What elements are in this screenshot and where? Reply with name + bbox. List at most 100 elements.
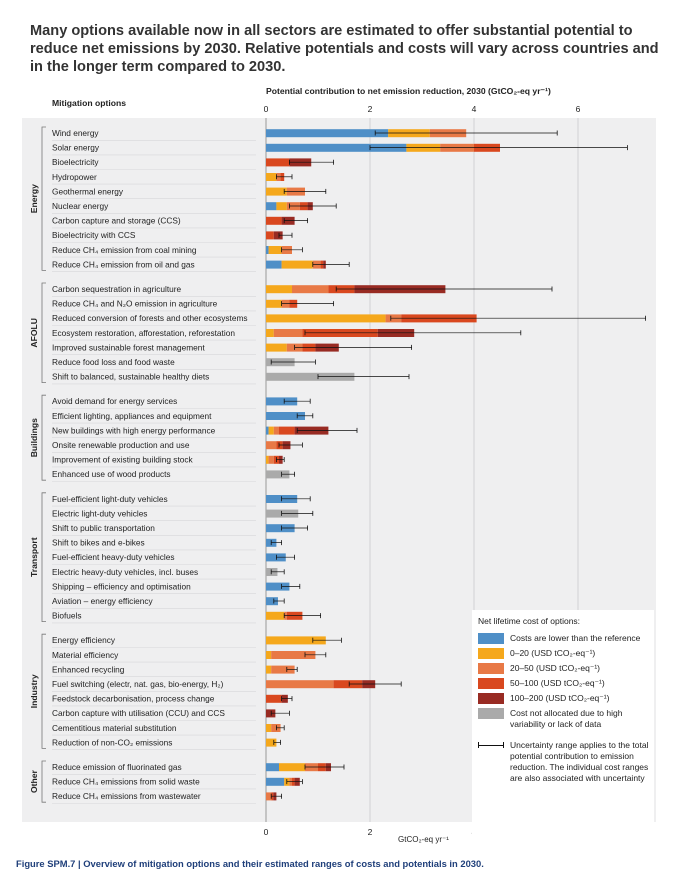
row-label: Ecosystem restoration, afforestation, re… bbox=[52, 328, 235, 338]
bar-c0_20 bbox=[266, 343, 287, 352]
row-4-5: Carbon capture with utilisation (CCU) an… bbox=[52, 708, 290, 721]
top-tick-0: 0 bbox=[264, 104, 269, 114]
group-label: Transport bbox=[29, 537, 39, 577]
bar-lower bbox=[266, 763, 279, 772]
row-label: Improved sustainable forest management bbox=[52, 342, 205, 352]
legend-items: Costs are lower than the reference 0–20 (… bbox=[472, 633, 654, 730]
row-label: Bioelectricity with CCS bbox=[52, 230, 136, 240]
row-label: Reduce emission of fluorinated gas bbox=[52, 762, 182, 772]
row-3-4: Fuel-efficient heavy-duty vehicles bbox=[52, 552, 296, 565]
bar-lower bbox=[266, 143, 407, 152]
row-label: Avoid demand for energy services bbox=[52, 396, 177, 406]
bar-na bbox=[266, 470, 290, 479]
legend-uncertainty-text: Uncertainty range applies to the total p… bbox=[510, 740, 649, 783]
legend-swatch bbox=[478, 693, 504, 704]
legend-swatch bbox=[478, 633, 504, 644]
row-4-7: Reduction of non-CO₂ emissions bbox=[52, 737, 281, 751]
top-axis-ticks: 0 2 4 6 bbox=[264, 104, 581, 114]
row-4-1: Material efficiency bbox=[52, 650, 327, 663]
row-3-0: Fuel-efficient light-duty vehicles bbox=[52, 494, 311, 507]
bar-c0_20 bbox=[266, 329, 274, 337]
group-label: Other bbox=[29, 769, 39, 793]
row-label: Improvement of existing building stock bbox=[52, 455, 194, 465]
group-bracket bbox=[41, 633, 46, 749]
row-4-3: Fuel switching (electr, nat. gas, bio-en… bbox=[52, 679, 402, 692]
bar-c0_20 bbox=[266, 651, 272, 659]
row-2-0: Avoid demand for energy services bbox=[52, 396, 311, 409]
row-label: New buildings with high energy performan… bbox=[52, 425, 216, 435]
row-4-4: Feedstock decarbonisation, process chang… bbox=[52, 694, 293, 707]
bar-lower bbox=[266, 260, 282, 269]
legend-label: Costs are lower than the reference bbox=[510, 633, 641, 643]
bar-lower bbox=[266, 412, 305, 420]
bar-c0_20 bbox=[266, 173, 277, 181]
row-0-5: Nuclear energy bbox=[52, 201, 337, 214]
bar-lower bbox=[266, 524, 295, 533]
row-label: Wind energy bbox=[52, 128, 99, 138]
row-5-0: Reduce emission of fluorinated gas bbox=[52, 762, 345, 775]
row-0-2: Bioelectricity bbox=[52, 157, 335, 170]
bar-c0_20 bbox=[276, 202, 287, 211]
row-label: Enhanced recycling bbox=[52, 664, 125, 674]
bar-lower bbox=[266, 553, 286, 562]
bar-c0_20 bbox=[266, 611, 285, 620]
bar-c0_20 bbox=[266, 187, 287, 196]
row-4-2: Enhanced recycling bbox=[52, 664, 298, 678]
legend-item-na: Cost not allocated due to high variabili… bbox=[478, 708, 654, 730]
bar-c50_100 bbox=[266, 216, 282, 225]
row-label: Reduce CH₄ and N₂O emission in agricultu… bbox=[52, 299, 218, 309]
bar-c0_20 bbox=[279, 763, 305, 772]
row-5-2: Reduce CH₄ emissions from wastewater bbox=[52, 791, 283, 804]
row-2-4: Improvement of existing building stock bbox=[52, 455, 285, 468]
bar-c50_100 bbox=[266, 694, 282, 703]
bar-c0_20 bbox=[268, 246, 282, 254]
row-label: Material efficiency bbox=[52, 650, 119, 660]
row-0-9: Reduce CH₄ emission from oil and gas bbox=[52, 259, 350, 273]
row-label: Reduce CH₄ emission from oil and gas bbox=[52, 259, 195, 269]
bar-c0_20 bbox=[266, 455, 269, 464]
bar-lower bbox=[266, 397, 298, 406]
row-label: Shift to balanced, sustainable healthy d… bbox=[52, 372, 209, 382]
group-bracket bbox=[41, 126, 46, 271]
bar-c20_50 bbox=[292, 285, 329, 294]
bar-c100_200 bbox=[266, 709, 276, 718]
bottom-axis-label: GtCO₂-eq yr⁻¹ bbox=[398, 835, 449, 844]
row-2-2: New buildings with high energy performan… bbox=[52, 425, 358, 439]
row-label: Efficient lighting, appliances and equip… bbox=[52, 411, 212, 421]
row-label: Shift to public transportation bbox=[52, 523, 155, 533]
group-other: Reduce emission of fluorinated gas Reduce… bbox=[29, 760, 345, 804]
bar-c20_50 bbox=[266, 441, 277, 450]
bar-c20_50 bbox=[271, 665, 295, 674]
bottom-tick-0: 0 bbox=[264, 827, 269, 837]
bar-lower bbox=[266, 582, 290, 591]
row-3-1: Electric light-duty vehicles bbox=[52, 508, 314, 522]
row-label: Reduction of non-CO₂ emissions bbox=[52, 737, 172, 747]
group-afolu: Carbon sequestration in agriculture Reduc… bbox=[29, 282, 646, 385]
legend-swatch bbox=[478, 708, 504, 719]
group-label: Energy bbox=[29, 184, 39, 213]
row-label: Carbon capture with utilisation (CCU) an… bbox=[52, 708, 225, 718]
legend-item-lower: Costs are lower than the reference bbox=[478, 633, 654, 644]
top-tick-2: 4 bbox=[472, 104, 477, 114]
row-2-1: Efficient lighting, appliances and equip… bbox=[52, 411, 314, 424]
groups: Wind energy Solar energy Bioelectricity Hyd… bbox=[29, 126, 646, 804]
row-4-0: Energy efficiency bbox=[52, 635, 342, 648]
row-1-2: Reduced conversion of forests and other … bbox=[52, 313, 646, 326]
bar-c20_50 bbox=[271, 651, 316, 659]
row-label: Hydropower bbox=[52, 172, 97, 182]
bar-c50_100 bbox=[279, 426, 295, 435]
row-label: Biofuels bbox=[52, 611, 82, 621]
row-0-1: Solar energy bbox=[52, 143, 628, 156]
row-3-5: Electric heavy-duty vehicles, incl. buse… bbox=[52, 567, 285, 580]
bar-lower bbox=[266, 246, 269, 254]
row-header: Mitigation options bbox=[52, 98, 126, 108]
bar-lower bbox=[266, 426, 269, 435]
row-0-3: Hydropower bbox=[52, 172, 293, 185]
bar-c20_50 bbox=[273, 426, 279, 435]
figure-caption: Figure SPM.7 | Overview of mitigation op… bbox=[16, 858, 484, 869]
bar-na bbox=[266, 372, 355, 381]
group-transport: Fuel-efficient light-duty vehicles Electr… bbox=[29, 492, 322, 624]
row-label: Carbon sequestration in agriculture bbox=[52, 284, 182, 294]
group-energy: Wind energy Solar energy Bioelectricity Hyd… bbox=[29, 126, 628, 273]
bar-c50_100 bbox=[266, 231, 274, 240]
